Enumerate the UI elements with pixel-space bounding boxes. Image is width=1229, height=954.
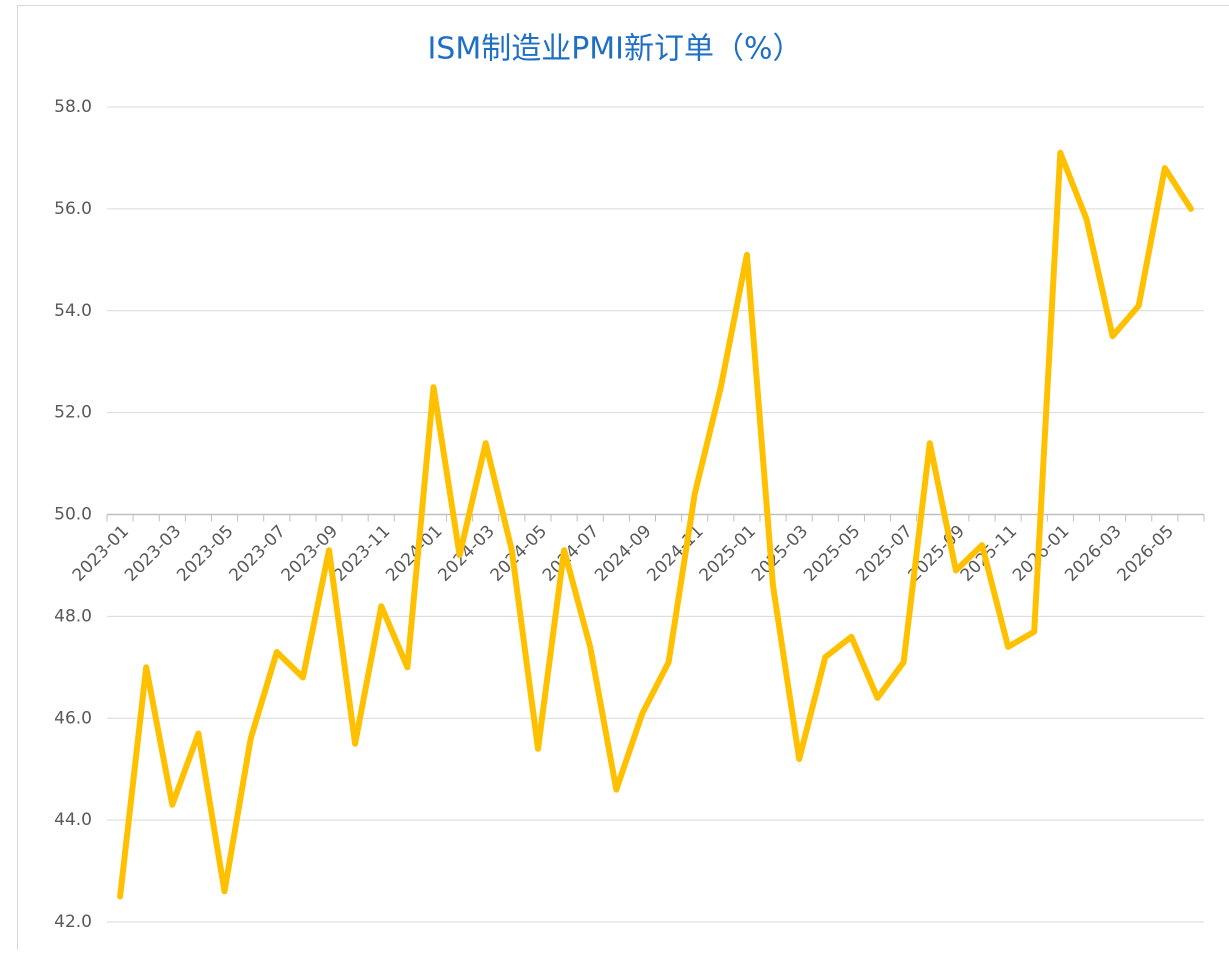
y-tick-label: 42.0: [54, 912, 92, 932]
y-tick-label: 48.0: [54, 606, 92, 626]
chart-title: ISM制造业PMI新订单（%）: [427, 32, 802, 67]
y-tick-label: 50.0: [54, 505, 92, 525]
y-tick-label: 46.0: [54, 708, 92, 728]
y-tick-label: 56.0: [54, 199, 92, 219]
y-tick-label: 52.0: [54, 403, 92, 423]
chart-border: [18, 6, 1229, 951]
y-tick-label: 44.0: [54, 810, 92, 830]
y-tick-label: 54.0: [54, 301, 92, 321]
y-tick-label: 58.0: [54, 97, 92, 117]
